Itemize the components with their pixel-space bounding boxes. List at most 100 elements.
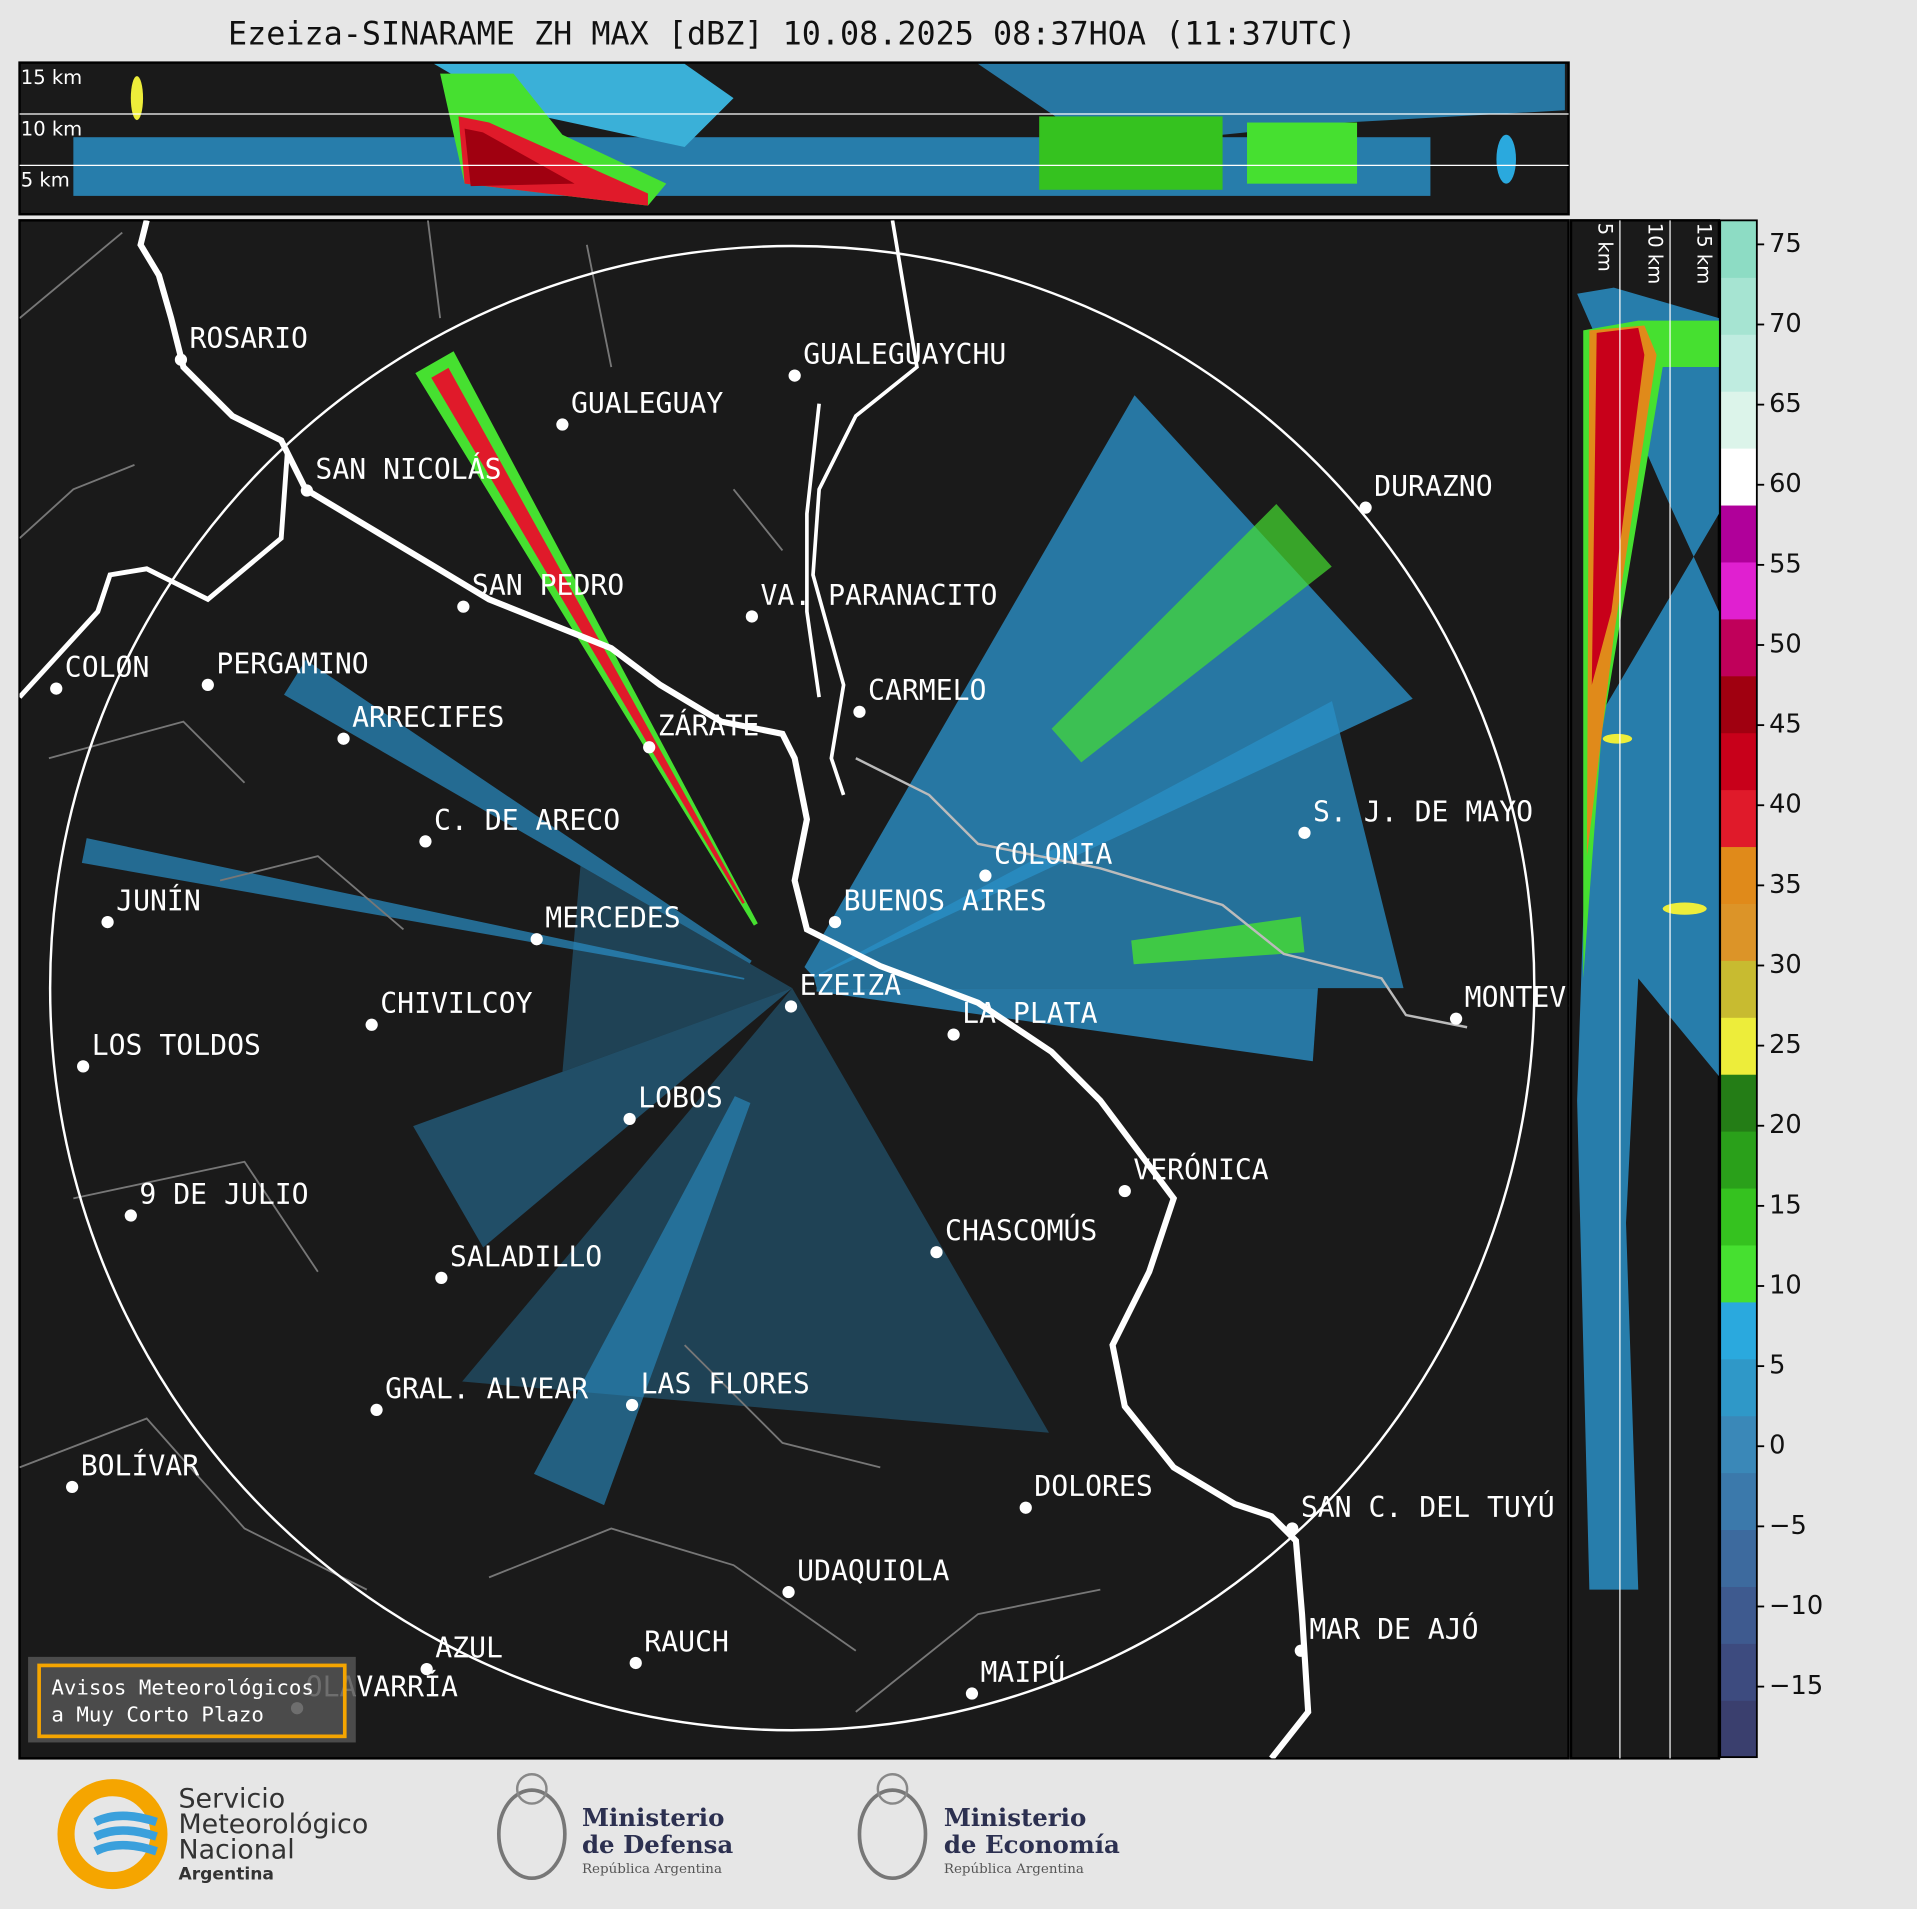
logo-text: Nacional [178, 1835, 294, 1866]
colorbar-swatch [1720, 1017, 1757, 1075]
city-dot [643, 741, 656, 754]
range-ring [48, 244, 1536, 1732]
colorbar-tick-label: 30 [1769, 950, 1802, 980]
city-label: SAN NICOLÁS [315, 452, 501, 486]
colorbar-swatch [1720, 960, 1757, 1018]
admin-borders [19, 220, 1101, 1713]
city-label: LA PLATA [962, 997, 1097, 1030]
logo-text: Meteorológico [178, 1809, 368, 1840]
colorbar-tick-label: −15 [1769, 1671, 1823, 1701]
logo-text: de Defensa [582, 1830, 733, 1859]
colorbar-tick-label: 60 [1769, 469, 1802, 499]
economia-logo: Ministerio de Economía República Argenti… [857, 1773, 1120, 1880]
city-dot [337, 732, 350, 745]
city-label: CHIVILCOY [380, 987, 532, 1020]
side-echoes [1577, 287, 1719, 1590]
city-dot [101, 915, 114, 929]
echo [462, 988, 1049, 1433]
city-label: COLON [65, 651, 150, 684]
city-label: ROSARIO [189, 322, 307, 355]
city-dot [365, 1018, 378, 1031]
top-echoes [73, 63, 1565, 206]
echo [1051, 504, 1332, 763]
city-dot [435, 1271, 448, 1284]
city-dot [370, 1403, 383, 1417]
colorbar-swatch [1720, 1301, 1757, 1360]
defensa-logo: Ministerio de Defensa República Argentin… [496, 1773, 733, 1880]
city-label: VA. PARANACITO [760, 579, 997, 612]
city-dot [457, 600, 470, 613]
colorbar-swatch [1720, 1131, 1757, 1189]
city-label: RAUCH [644, 1625, 729, 1658]
logo-text: República Argentina [582, 1862, 722, 1877]
river [805, 220, 919, 796]
echo [562, 865, 793, 1072]
city-dot [782, 1585, 795, 1599]
city-dot [979, 869, 992, 882]
map-panel [18, 219, 1570, 1760]
colorbar-swatch [1720, 220, 1757, 278]
city-dot [1118, 1184, 1131, 1198]
colorbar-tick-label: 5 [1769, 1351, 1785, 1381]
warning-box[interactable] [37, 1663, 347, 1739]
map-layer: ROSARIO GUALEGUAYCHU GUALEGUAY SAN NICOLÁS D… [19, 220, 1634, 1759]
city-label: S. J. DE MAYO [1313, 795, 1533, 828]
colorbar-tick-label: 25 [1769, 1030, 1802, 1060]
city-dot [419, 835, 432, 848]
city-label: MONTEVIDEO [1465, 981, 1634, 1014]
colorbar-swatch [1720, 732, 1757, 791]
colorbar-swatch [1720, 1472, 1757, 1531]
colorbar-tick-label: −10 [1769, 1591, 1823, 1621]
city-label: AZUL [435, 1632, 503, 1665]
colorbar-tick-label: 0 [1769, 1431, 1785, 1461]
colorbar-tick-label: 35 [1769, 870, 1802, 900]
logo-text: Ministerio [582, 1803, 724, 1832]
logo-text: Servicio [178, 1783, 285, 1814]
city-dot [1298, 826, 1311, 839]
city-dot [745, 610, 758, 623]
city-dot [1286, 1522, 1299, 1535]
radar-echoes [81, 351, 1413, 1506]
echo [533, 1096, 751, 1506]
colorbar-tick-label: 65 [1769, 389, 1802, 419]
border [19, 452, 290, 699]
colorbar-swatch [1720, 1244, 1757, 1303]
city-dot [66, 1480, 79, 1494]
city-label: ZÁRATE [658, 709, 760, 743]
colorbar-swatch [1720, 903, 1757, 961]
city-label: CARMELO [868, 674, 986, 707]
colorbar-swatch [1720, 277, 1757, 335]
city-dot [853, 705, 866, 718]
city-label: GUALEGUAY [571, 387, 723, 420]
echo [413, 988, 793, 1248]
city-dot [174, 353, 188, 366]
colorbar-tick-label: 75 [1769, 229, 1802, 259]
city-dot [784, 1000, 798, 1013]
colorbar-swatch [1720, 1187, 1757, 1246]
city-dot [1359, 501, 1372, 514]
coastline [137, 220, 1312, 1759]
colorbar-swatch [1720, 1415, 1757, 1474]
coast-uruguay [855, 757, 1468, 1029]
colorbar-swatch [1720, 618, 1757, 677]
colorbar-swatch [1720, 1643, 1757, 1701]
city-label: CHASCOMÚS [945, 1214, 1097, 1248]
logo-text: Argentina [178, 1864, 273, 1884]
city-label: LOBOS [638, 1081, 723, 1114]
colorbar-swatch [1720, 1074, 1757, 1132]
colorbar-tick-label: 70 [1769, 309, 1802, 339]
colorbar-swatch [1720, 391, 1757, 449]
city-label: DOLORES [1034, 1470, 1152, 1503]
city-label: VERÓNICA [1133, 1153, 1268, 1187]
colorbar-tick-label: 15 [1769, 1190, 1802, 1220]
city-dot [629, 1656, 642, 1670]
city-dot [420, 1662, 433, 1676]
colorbar-swatch [1720, 1586, 1757, 1644]
colorbar-tick-label: 50 [1769, 630, 1802, 660]
city-dot [77, 1060, 90, 1073]
colorbar-frame [1719, 219, 1758, 1759]
city-label: EZEIZA [800, 969, 902, 1002]
colorbar-swatch [1720, 448, 1757, 506]
city-label: C. DE ARECO [434, 804, 620, 837]
